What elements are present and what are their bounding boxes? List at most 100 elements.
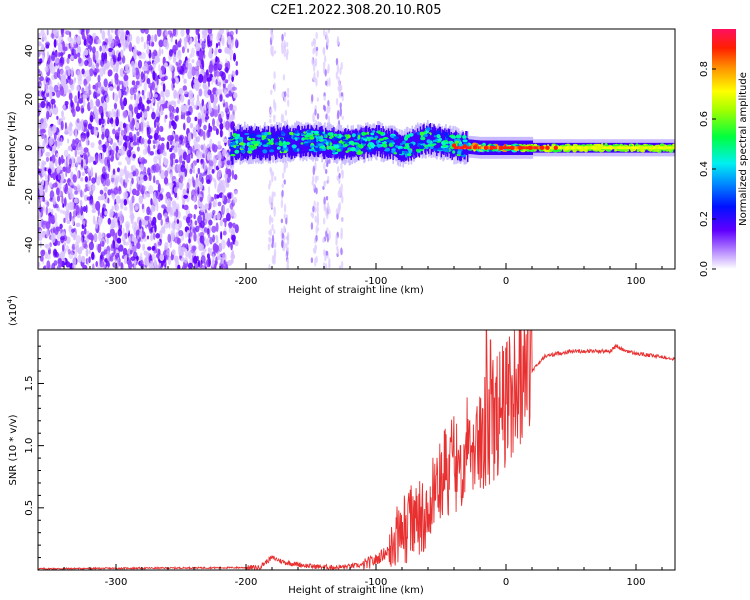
noise-speckle bbox=[130, 164, 136, 172]
noise-speckle bbox=[129, 202, 133, 209]
band-core-blob bbox=[380, 132, 384, 135]
noise-speckle bbox=[151, 97, 155, 104]
noise-speckle bbox=[169, 153, 173, 161]
band-outer-slice bbox=[311, 126, 313, 154]
noise-speckle bbox=[153, 233, 156, 240]
noise-speckle bbox=[226, 212, 231, 222]
noise-speckle bbox=[70, 99, 73, 108]
noise-speckle bbox=[119, 36, 123, 42]
band-core-blob bbox=[268, 139, 274, 144]
noise-speckle bbox=[42, 54, 45, 63]
noise-speckle bbox=[103, 101, 107, 111]
noise-speckle bbox=[81, 172, 85, 176]
noise-speckle bbox=[67, 248, 71, 255]
band-outer-slice bbox=[276, 125, 279, 154]
band-core-blob bbox=[284, 141, 291, 145]
noise-speckle bbox=[101, 133, 105, 140]
noise-speckle bbox=[180, 114, 184, 120]
noise-speckle bbox=[48, 207, 51, 214]
noise-speckle bbox=[79, 72, 83, 81]
band-outer-slice bbox=[378, 125, 381, 152]
band-core-blob bbox=[450, 135, 457, 139]
noise-speckle bbox=[125, 223, 130, 234]
band-core-blob bbox=[309, 137, 315, 140]
band-center-slice bbox=[565, 146, 568, 150]
noise-speckle bbox=[152, 139, 158, 144]
noise-speckle bbox=[219, 94, 223, 102]
band-outer-slice bbox=[286, 124, 289, 153]
noise-speckle bbox=[229, 202, 234, 210]
noise-streak-speckle bbox=[310, 222, 314, 230]
band-center-slice bbox=[598, 146, 601, 150]
noise-speckle bbox=[109, 208, 114, 218]
noise-speckle bbox=[162, 225, 166, 235]
noise-speckle bbox=[114, 72, 119, 81]
noise-speckle bbox=[93, 38, 96, 44]
noise-speckle bbox=[65, 30, 71, 35]
noise-speckle bbox=[91, 177, 96, 184]
noise-speckle bbox=[135, 121, 139, 130]
noise-streak-speckle bbox=[274, 242, 277, 249]
noise-speckle bbox=[139, 230, 143, 238]
noise-speckle bbox=[115, 129, 121, 137]
noise-speckle bbox=[144, 219, 149, 226]
noise-speckle bbox=[147, 246, 152, 251]
noise-speckle bbox=[203, 248, 207, 253]
noise-streak-speckle bbox=[327, 175, 330, 184]
noise-speckle bbox=[52, 182, 58, 188]
noise-speckle bbox=[48, 214, 52, 225]
band-center-slice bbox=[537, 146, 541, 150]
band-core-blob bbox=[399, 142, 403, 146]
noise-speckle bbox=[64, 122, 67, 130]
noise-speckle bbox=[123, 199, 128, 206]
noise-speckle bbox=[108, 47, 114, 53]
noise-speckle bbox=[185, 29, 190, 35]
noise-streak-speckle bbox=[316, 97, 320, 102]
noise-speckle bbox=[83, 154, 88, 160]
band-outer-slice bbox=[413, 133, 415, 159]
noise-speckle bbox=[190, 100, 195, 107]
band-center-slice bbox=[662, 146, 665, 150]
noise-speckle bbox=[156, 29, 162, 37]
noise-speckle bbox=[132, 221, 137, 231]
band-core-blob bbox=[372, 130, 376, 133]
noise-speckle bbox=[99, 189, 104, 195]
noise-speckle bbox=[213, 163, 217, 173]
noise-streak-speckle bbox=[340, 260, 344, 269]
noise-speckle bbox=[183, 257, 188, 264]
noise-speckle bbox=[112, 221, 115, 229]
noise-speckle bbox=[216, 34, 220, 42]
noise-streak-speckle bbox=[269, 179, 272, 187]
noise-speckle bbox=[185, 60, 189, 68]
band-center-slice bbox=[508, 146, 511, 150]
noise-speckle bbox=[169, 110, 172, 118]
noise-speckle bbox=[140, 29, 146, 34]
noise-streak-speckle bbox=[316, 204, 319, 214]
noise-speckle bbox=[232, 71, 236, 78]
noise-streak-speckle bbox=[310, 212, 313, 217]
noise-speckle bbox=[211, 169, 215, 174]
band-center-slice bbox=[506, 146, 510, 150]
noise-speckle bbox=[232, 222, 236, 229]
noise-speckle bbox=[137, 93, 140, 99]
noise-speckle bbox=[195, 29, 200, 36]
band-core-blob bbox=[251, 140, 257, 145]
noise-speckle bbox=[217, 140, 221, 149]
noise-speckle bbox=[114, 221, 119, 228]
noise-speckle bbox=[221, 71, 226, 81]
band-core-blob bbox=[266, 131, 272, 136]
noise-streak-speckle bbox=[268, 195, 272, 205]
band-center-slice bbox=[621, 146, 625, 150]
noise-speckle bbox=[226, 198, 231, 204]
noise-speckle bbox=[234, 224, 239, 234]
noise-speckle bbox=[143, 41, 146, 50]
band-core-blob bbox=[426, 127, 431, 131]
band-outer-slice bbox=[295, 128, 297, 156]
noise-speckle bbox=[225, 167, 229, 176]
noise-speckle bbox=[184, 37, 187, 42]
band-core-blob bbox=[455, 134, 462, 139]
band-center-slice bbox=[596, 146, 599, 150]
noise-streak-speckle bbox=[326, 227, 329, 232]
band-core-blob bbox=[290, 132, 294, 136]
